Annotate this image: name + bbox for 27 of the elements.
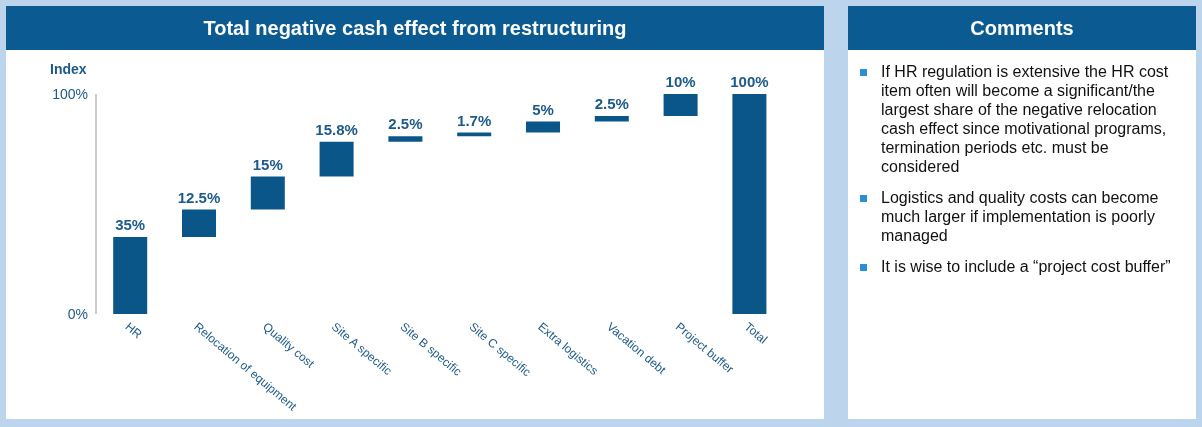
data-label: 12.5% (177, 188, 221, 206)
text: If HR regulation is extensive the HR cost item often will become a significant/the largest share of the negative relocation cash effect since motivational programs, termination periods etc. must be considered (881, 62, 1170, 176)
data-label: 100% (730, 73, 769, 90)
data-label: 1.7% (457, 111, 492, 129)
data-label: 15% (252, 155, 283, 173)
bar (319, 141, 354, 177)
bar (113, 237, 148, 314)
data-label: 10% (665, 73, 696, 90)
data-label: 5% (532, 100, 554, 118)
chart-title: Total negative cash effect from restructuring (6, 6, 824, 50)
bar (732, 94, 767, 314)
data-label: 2.5% (388, 115, 423, 133)
data-label: 15.8% (315, 120, 358, 138)
bar (594, 116, 629, 122)
y-tick-label: 0% (67, 305, 88, 322)
data-label: 2.5% (594, 95, 629, 112)
text: It is wise to include a “project cost buffer” (881, 257, 1171, 276)
data-label: 35% (115, 216, 146, 233)
y-axis-title: Index (50, 61, 87, 77)
bar (182, 209, 216, 237)
bar (388, 136, 423, 142)
bar (250, 176, 285, 210)
text: Logistics and quality costs can become much larger if implementation is poorly managed (881, 188, 1160, 245)
bar (526, 121, 560, 133)
x-tick-label: HR (122, 319, 145, 342)
bar (663, 94, 698, 116)
text: Comments (848, 6, 1196, 50)
